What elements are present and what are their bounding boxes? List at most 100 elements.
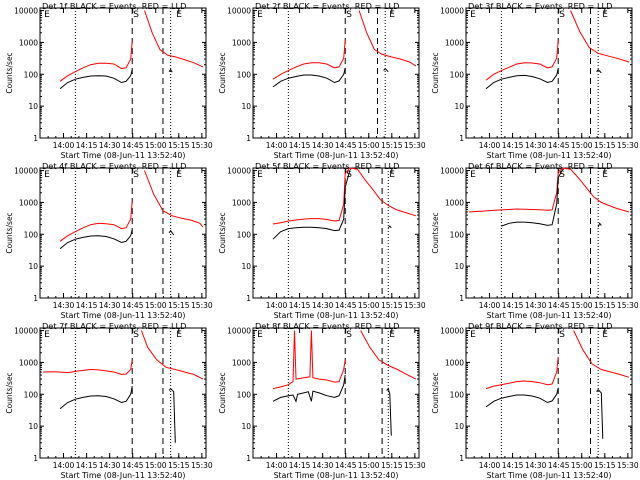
y-tick-label: 10 <box>454 262 464 271</box>
plot-frame <box>39 167 207 299</box>
marker-label: E <box>257 330 263 340</box>
x-tick-label: 15:15 <box>168 461 190 470</box>
marker-label: E <box>602 170 608 180</box>
series-line-events <box>59 386 176 443</box>
x-tick-label: 14:00 <box>479 301 501 310</box>
y-tick-label: 100 <box>450 70 465 79</box>
y-tick-label: 10 <box>28 422 38 431</box>
x-tick-label: 15:15 <box>381 301 403 310</box>
series-line-lld <box>59 10 204 82</box>
y-tick-label: 1000 <box>445 198 464 207</box>
x-tick-label: 15:00 <box>358 141 380 150</box>
y-tick-label: 10000 <box>440 7 464 16</box>
x-tick-label: 14:15 <box>76 461 98 470</box>
x-tick-label: 15:30 <box>617 141 639 150</box>
panel-5: Det 5f BLACK = Events, RED = LLD 1 10 100 10… <box>218 161 426 320</box>
series-line-lld <box>272 167 417 225</box>
y-tick-label: 10000 <box>227 7 251 16</box>
marker-label: E <box>176 330 182 340</box>
y-tick-label: 1000 <box>232 38 251 47</box>
marker-label: E <box>602 330 608 340</box>
x-tick-label: 15:30 <box>617 461 639 470</box>
panel-6: Det 6f BLACK = Events, RED = LLD 1 10 100 10… <box>431 161 639 320</box>
panel-title: Det 7f BLACK = Events, RED = LLD <box>42 321 186 331</box>
y-tick-label: 1 <box>459 454 464 463</box>
y-tick-label: 100 <box>237 230 252 239</box>
panel-title: Det 1f BLACK = Events, RED = LLD <box>42 1 186 11</box>
x-tick-label: 15:00 <box>145 461 167 470</box>
x-tick-label: 15:00 <box>145 301 167 310</box>
x-tick-label: 14:15 <box>76 141 98 150</box>
series-line-lld <box>272 330 417 390</box>
x-tick-label: 15:30 <box>617 301 639 310</box>
x-tick-label: 14:45 <box>548 301 570 310</box>
x-tick-label: 14:30 <box>525 301 547 310</box>
marker-label: E <box>470 170 476 180</box>
y-tick-label: 10 <box>241 422 251 431</box>
marker-label: E <box>470 10 476 20</box>
marker-label: S <box>133 10 139 20</box>
y-tick-label: 100 <box>450 230 465 239</box>
panel-title: Det 6f BLACK = Events, RED = LLD <box>468 161 612 171</box>
y-axis-label: Counts/sec <box>218 212 227 253</box>
x-tick-label: 14:30 <box>312 141 334 150</box>
y-tick-label: 10 <box>28 102 38 111</box>
y-tick-label: 10000 <box>14 7 38 16</box>
y-tick-label: 1000 <box>19 38 38 47</box>
x-tick-label: 14:45 <box>335 141 357 150</box>
plot-frame <box>465 327 633 459</box>
x-tick-label: 15:15 <box>381 461 403 470</box>
x-axis-label: Start Time (08-Jun-11 13:52:40) <box>61 471 186 480</box>
x-tick-label: 14:45 <box>548 141 570 150</box>
marker-label: E <box>44 170 50 180</box>
marker-label: S <box>559 10 565 20</box>
x-tick-label: 14:45 <box>122 461 144 470</box>
series-line-events <box>272 67 389 88</box>
panel-7: Det 7f BLACK = Events, RED = LLD 1 10 100 10… <box>5 321 213 480</box>
series-line-events <box>485 387 604 439</box>
x-tick-label: 15:15 <box>594 461 616 470</box>
series-line-lld <box>59 170 204 242</box>
marker-label: S <box>133 170 139 180</box>
y-axis-label: Counts/sec <box>5 372 14 413</box>
y-axis-label: Counts/sec <box>431 372 440 413</box>
series-line-lld <box>43 330 204 380</box>
y-tick-label: 10 <box>28 262 38 271</box>
y-tick-label: 10000 <box>440 327 464 336</box>
marker-label: E <box>389 330 395 340</box>
y-tick-label: 1 <box>33 134 38 143</box>
y-tick-label: 100 <box>24 70 39 79</box>
plot-frame <box>39 327 207 459</box>
y-tick-label: 1000 <box>19 358 38 367</box>
x-tick-label: 14:30 <box>53 301 75 310</box>
series-line-lld <box>469 167 630 213</box>
marker-label: E <box>389 10 395 20</box>
y-tick-label: 10 <box>454 422 464 431</box>
series-line-lld <box>485 330 630 390</box>
x-tick-label: 14:45 <box>122 301 144 310</box>
y-tick-label: 10000 <box>14 327 38 336</box>
marker-label: E <box>389 170 395 180</box>
panel-3: Det 3f BLACK = Events, RED = LLD 1 10 100 10… <box>431 1 639 160</box>
marker-label: S <box>133 330 139 340</box>
panel-title: Det 2f BLACK = Events, RED = LLD <box>255 1 399 11</box>
series-line-events <box>272 170 392 240</box>
x-tick-label: 15:00 <box>571 301 593 310</box>
panel-title: Det 5f BLACK = Events, RED = LLD <box>255 161 399 171</box>
x-axis-label: Start Time (08-Jun-11 13:52:40) <box>487 311 612 320</box>
y-tick-label: 1 <box>33 294 38 303</box>
x-tick-label: 14:30 <box>99 301 121 310</box>
y-tick-label: 10 <box>241 262 251 271</box>
marker-label: S <box>559 330 565 340</box>
y-tick-label: 1 <box>246 294 251 303</box>
y-axis-label: Counts/sec <box>5 52 14 93</box>
y-tick-label: 10000 <box>227 327 251 336</box>
marker-label: E <box>176 10 182 20</box>
y-tick-label: 10000 <box>440 167 464 176</box>
x-axis-label: Start Time (08-Jun-11 13:52:40) <box>274 151 399 160</box>
panel-9: Det 9f BLACK = Events, RED = LLD 1 10 100 10… <box>431 321 639 480</box>
x-axis-label: Start Time (08-Jun-11 13:52:40) <box>274 471 399 480</box>
x-tick-label: 15:00 <box>358 301 380 310</box>
y-tick-label: 1 <box>246 454 251 463</box>
